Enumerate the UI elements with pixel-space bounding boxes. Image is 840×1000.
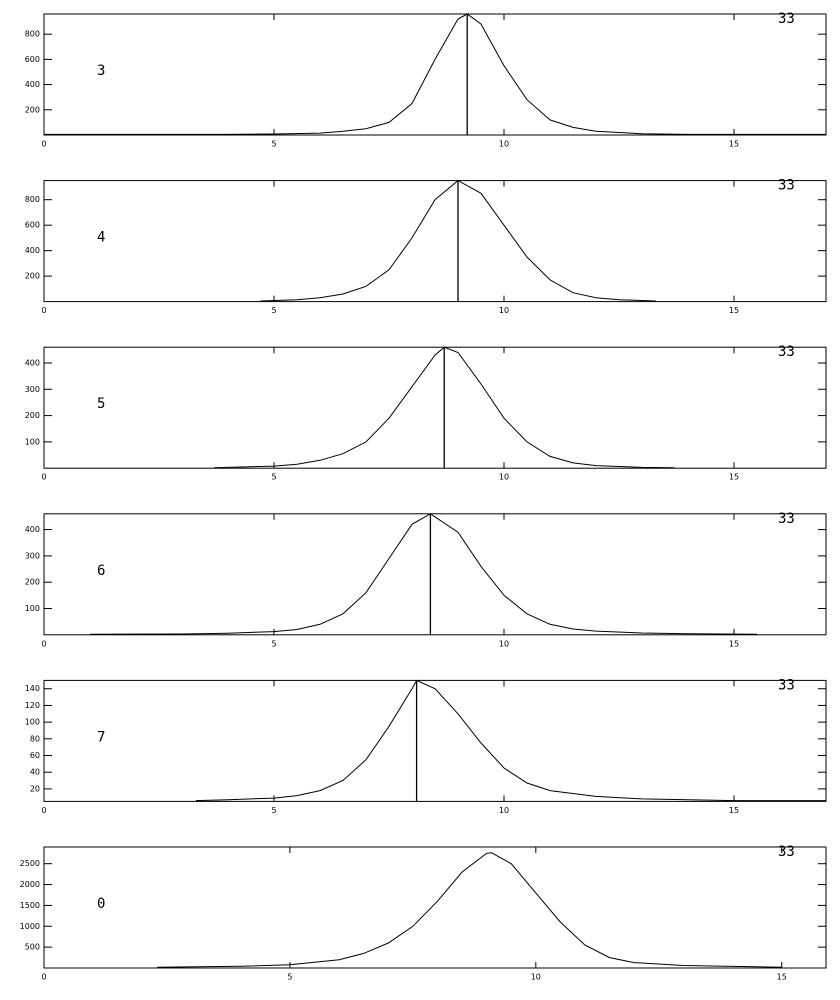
y-tick-label: 80 bbox=[30, 734, 40, 743]
y-tick-label: 600 bbox=[25, 55, 40, 64]
plot-frame bbox=[43, 13, 827, 136]
y-tick-label: 120 bbox=[25, 701, 40, 710]
x-tick-label: 10 bbox=[499, 806, 509, 815]
y-tick-label: 140 bbox=[25, 684, 40, 693]
x-tick-label: 15 bbox=[729, 806, 739, 815]
panel-label: 4 bbox=[97, 230, 105, 246]
line-series bbox=[89, 513, 758, 635]
x-tick-label: 0 bbox=[41, 973, 46, 982]
panel-label: 3 bbox=[97, 63, 105, 79]
y-tick-label: 1000 bbox=[20, 922, 40, 931]
y-tick-label: 800 bbox=[25, 30, 40, 39]
x-tick-label: 15 bbox=[777, 973, 787, 982]
y-tick-label: 400 bbox=[25, 525, 40, 534]
x-tick-label: 10 bbox=[499, 639, 509, 648]
panel-label: 6 bbox=[97, 563, 105, 579]
corner-text: 33 bbox=[778, 11, 795, 27]
line-series bbox=[195, 679, 826, 802]
plot-frame bbox=[43, 513, 827, 636]
panel-label: 7 bbox=[97, 729, 105, 745]
x-tick-label: 5 bbox=[271, 140, 276, 149]
y-tick-label: 300 bbox=[25, 551, 40, 560]
y-tick-label: 40 bbox=[30, 768, 40, 777]
y-tick-label: 2000 bbox=[20, 880, 40, 889]
plot-frame bbox=[43, 679, 827, 802]
y-tick-label: 500 bbox=[25, 943, 40, 952]
y-tick-label: 2500 bbox=[20, 859, 40, 868]
line-series bbox=[44, 13, 826, 135]
x-tick-label: 15 bbox=[729, 306, 739, 315]
x-tick-label: 15 bbox=[729, 639, 739, 648]
y-tick-label: 60 bbox=[30, 751, 40, 760]
x-tick-label: 5 bbox=[271, 639, 276, 648]
panel-label: 5 bbox=[97, 396, 105, 412]
x-tick-label: 0 bbox=[41, 140, 46, 149]
x-tick-label: 5 bbox=[271, 473, 276, 482]
x-tick-label: 15 bbox=[729, 140, 739, 149]
x-tick-label: 5 bbox=[287, 973, 292, 982]
panel-label: 0 bbox=[97, 896, 105, 912]
y-tick-label: 300 bbox=[25, 385, 40, 394]
x-tick-label: 10 bbox=[531, 973, 541, 982]
corner-text: 33 bbox=[778, 178, 795, 194]
y-tick-label: 800 bbox=[25, 195, 40, 204]
corner-text: 33 bbox=[778, 344, 795, 360]
plot-frame bbox=[43, 346, 827, 469]
y-tick-label: 200 bbox=[25, 411, 40, 420]
y-tick-label: 1500 bbox=[20, 901, 40, 910]
y-tick-label: 400 bbox=[25, 246, 40, 255]
x-tick-label: 10 bbox=[499, 306, 509, 315]
line-series bbox=[157, 852, 782, 968]
y-tick-label: 400 bbox=[25, 80, 40, 89]
x-tick-label: 0 bbox=[41, 306, 46, 315]
plot-frame bbox=[43, 180, 827, 303]
corner-text: 33 bbox=[778, 677, 795, 693]
plot-frame bbox=[43, 846, 827, 969]
x-tick-label: 10 bbox=[499, 140, 509, 149]
y-tick-label: 100 bbox=[25, 718, 40, 727]
y-tick-label: 100 bbox=[25, 437, 40, 446]
y-tick-label: 20 bbox=[30, 784, 40, 793]
y-tick-label: 200 bbox=[25, 578, 40, 587]
x-tick-label: 10 bbox=[499, 473, 509, 482]
y-tick-label: 400 bbox=[25, 358, 40, 367]
x-tick-label: 0 bbox=[41, 473, 46, 482]
x-tick-label: 0 bbox=[41, 639, 46, 648]
y-tick-label: 600 bbox=[25, 221, 40, 230]
corner-text: 33 bbox=[778, 844, 795, 860]
y-tick-label: 200 bbox=[25, 272, 40, 281]
y-tick-label: 200 bbox=[25, 105, 40, 114]
x-tick-label: 5 bbox=[271, 306, 276, 315]
corner-text: 33 bbox=[778, 511, 795, 527]
x-tick-label: 15 bbox=[729, 473, 739, 482]
x-tick-label: 0 bbox=[41, 806, 46, 815]
x-tick-label: 5 bbox=[271, 806, 276, 815]
y-tick-label: 100 bbox=[25, 604, 40, 613]
